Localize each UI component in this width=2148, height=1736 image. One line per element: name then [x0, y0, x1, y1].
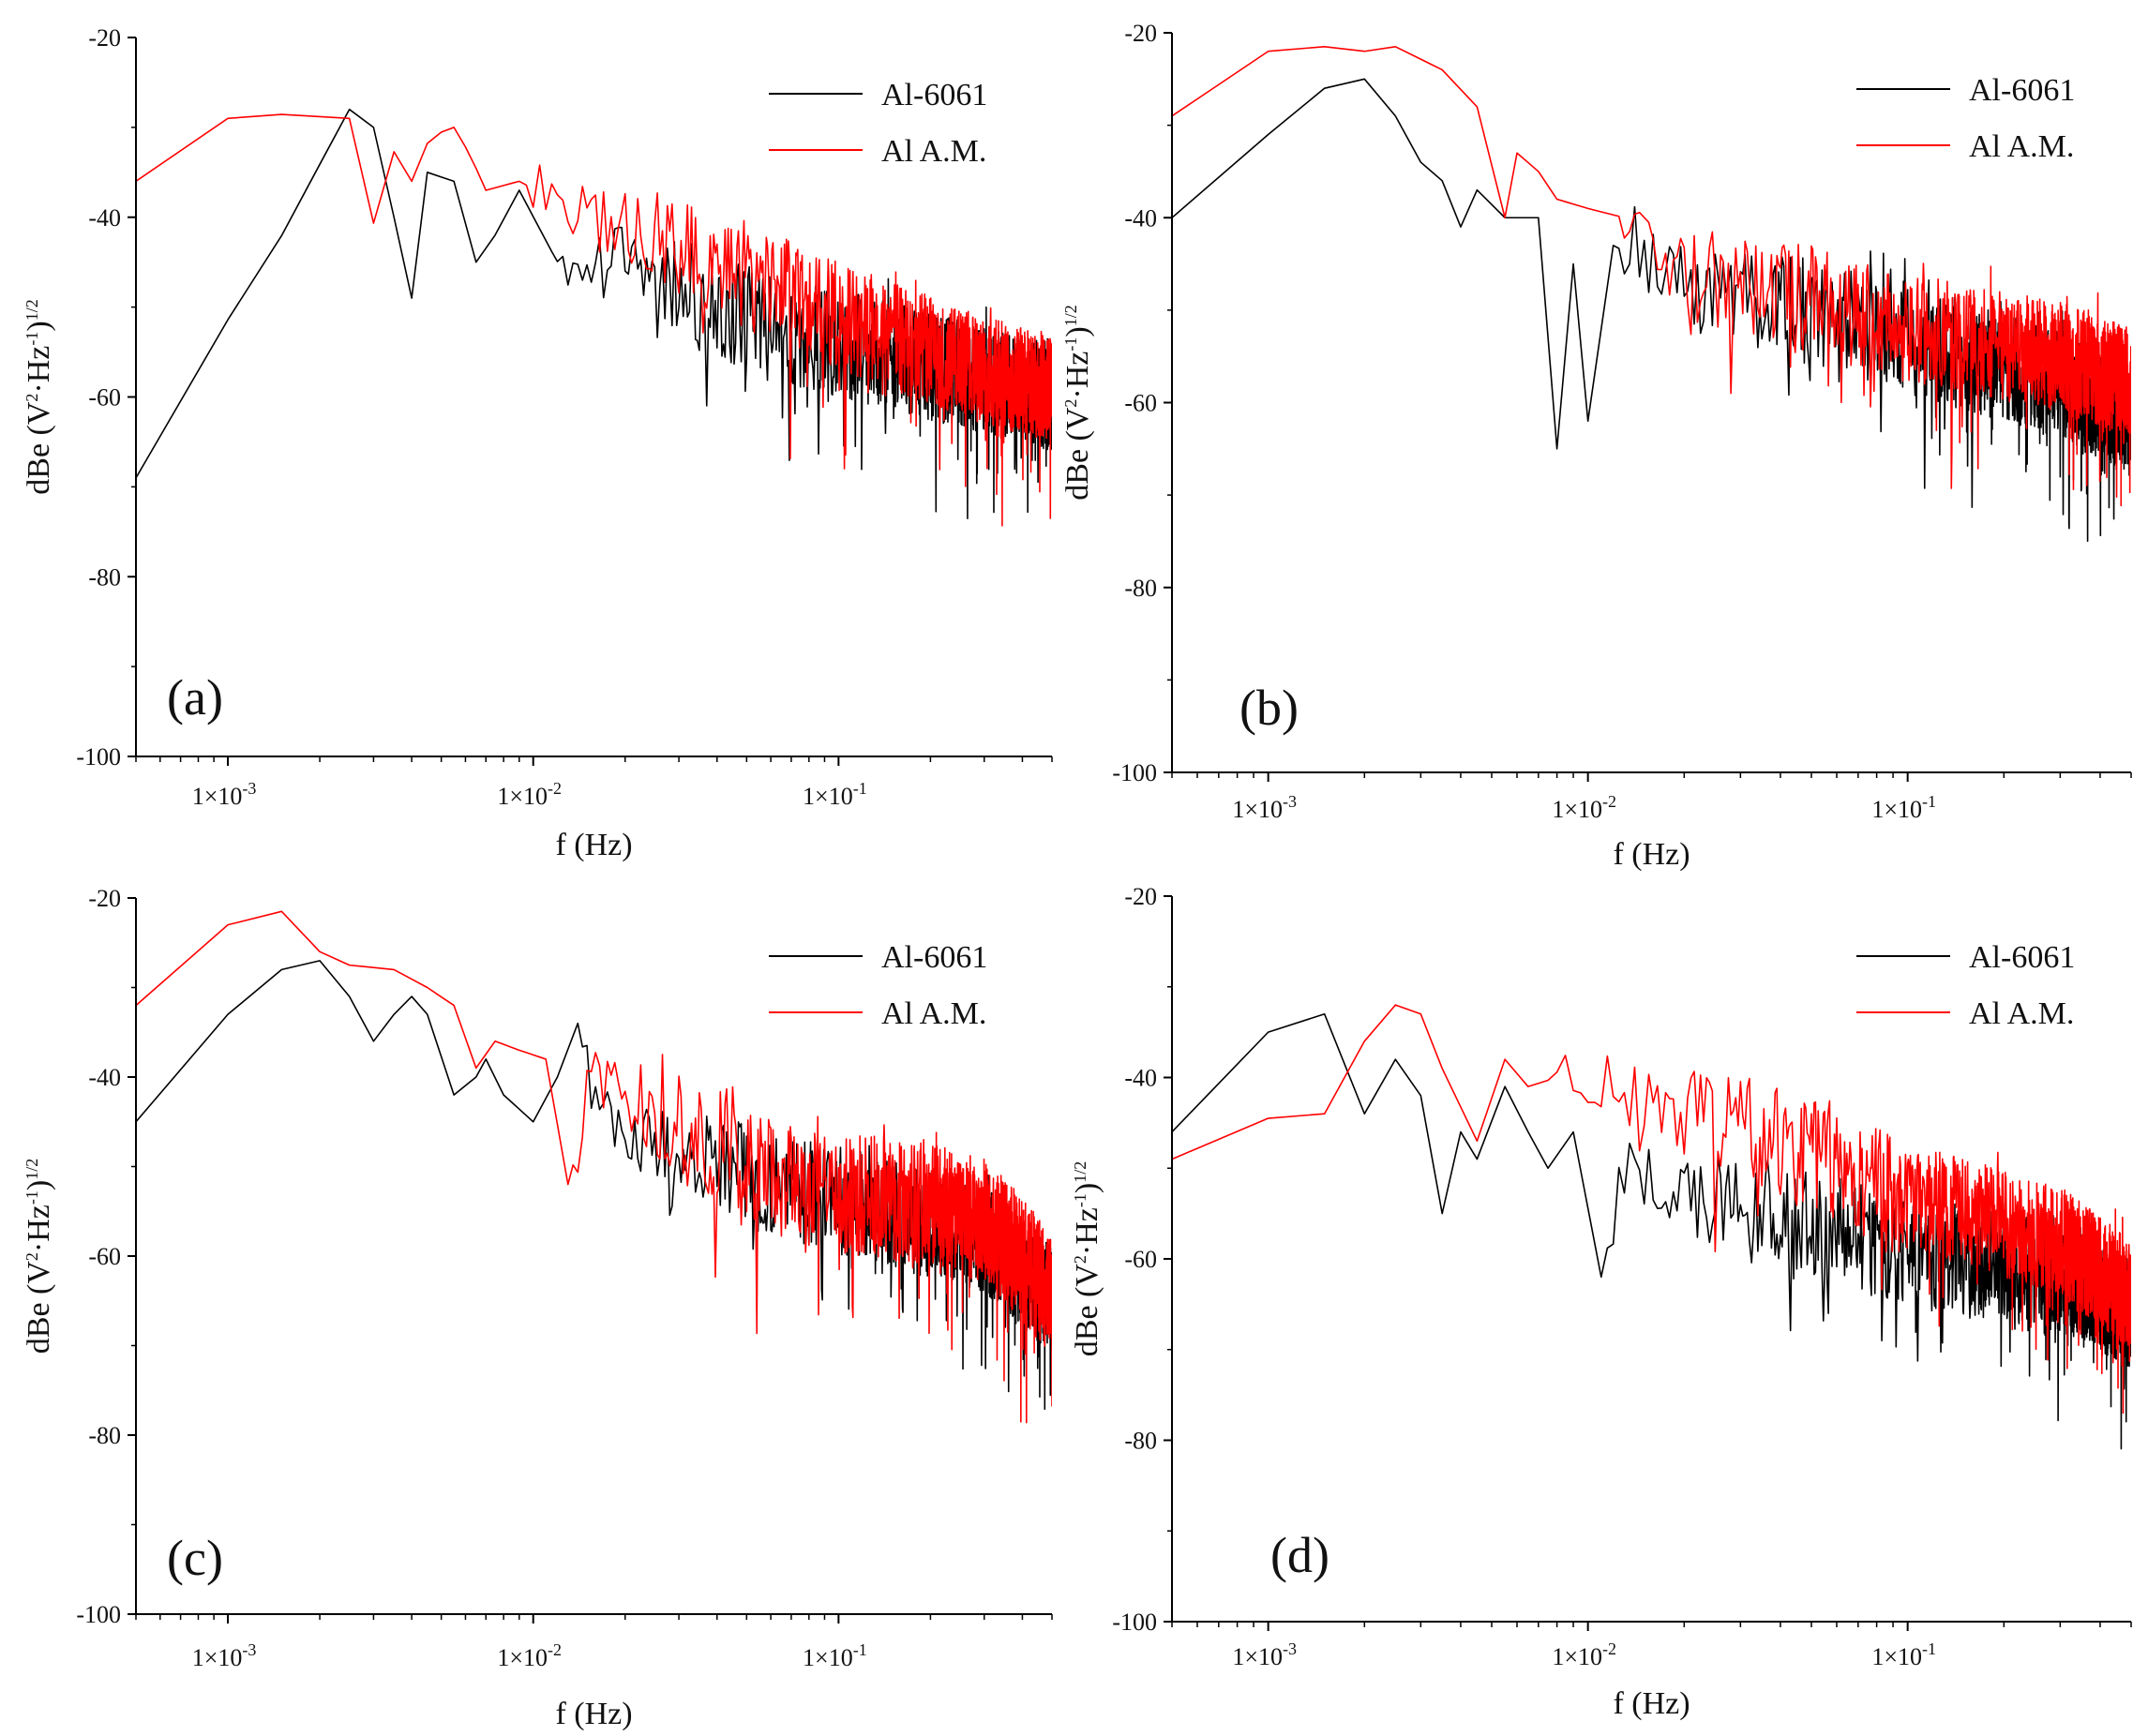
- series-line-alam: [1172, 1004, 2131, 1414]
- y-axis-title: dBe (V2·Hz-1)1/2: [1060, 305, 1095, 500]
- y-tick-label: -60: [88, 384, 121, 412]
- y-tick-label: -20: [88, 24, 121, 52]
- y-tick-label: -60: [1124, 1246, 1157, 1273]
- y-tick-label: -80: [1124, 575, 1157, 602]
- y-tick-label: -20: [1124, 883, 1157, 910]
- x-tick-label: 1×10-3: [1232, 1639, 1297, 1670]
- series-line-alam: [136, 910, 1052, 1424]
- y-tick-label: -80: [88, 563, 121, 591]
- y-tick-label: -60: [1124, 390, 1157, 417]
- y-tick-label: -60: [88, 1243, 121, 1270]
- y-tick-label: -40: [88, 204, 121, 232]
- y-tick-label: -20: [1124, 20, 1157, 47]
- y-axis-title: dBe (V2·Hz-1)1/2: [22, 299, 56, 494]
- y-axis-title: dBe (V2·Hz-1)1/2: [22, 1159, 56, 1354]
- y-tick-label: -100: [76, 1601, 121, 1628]
- legend-label-al6061: Al-6061: [881, 78, 987, 112]
- x-tick-label: 1×10-2: [1552, 1639, 1616, 1670]
- legend-label-alam: Al A.M.: [881, 134, 986, 169]
- x-tick-label: 1×10-2: [497, 1640, 562, 1671]
- x-axis-title: f (Hz): [1613, 1686, 1690, 1721]
- panel-label: (a): [167, 669, 223, 726]
- x-tick-label: 1×10-2: [1552, 792, 1616, 823]
- series-line-alam: [136, 113, 1052, 527]
- panel-label: (b): [1239, 680, 1299, 736]
- x-tick-label: 1×10-1: [1871, 792, 1936, 823]
- y-tick-label: -80: [1124, 1428, 1157, 1455]
- x-tick-label: 1×10-1: [1871, 1639, 1936, 1670]
- y-tick-label: -80: [88, 1422, 121, 1449]
- legend-label-al6061: Al-6061: [881, 940, 987, 975]
- panel-d: -20 -40 -60 -80 -100 1×10-3 1×10-2 1×10-1 f (Hz)…: [1070, 883, 2132, 1721]
- x-axis-title: f (Hz): [555, 828, 632, 862]
- y-tick-label: -40: [1124, 204, 1157, 232]
- x-tick-label: 1×10-1: [803, 1640, 867, 1671]
- panel-label: (c): [167, 1530, 223, 1586]
- series-line-alam: [1172, 45, 2131, 507]
- legend-label-alam: Al A.M.: [881, 996, 986, 1031]
- y-tick-label: -100: [1112, 1609, 1157, 1636]
- x-tick-label: 1×10-3: [192, 779, 257, 810]
- y-tick-label: -100: [1112, 759, 1157, 786]
- panel-b: -20 -40 -60 -80 -100 1×10-3 1×10-2 1×10-1 f (Hz)…: [1060, 20, 2132, 872]
- legend-label-al6061: Al-6061: [1969, 940, 2075, 975]
- y-tick-label: -40: [88, 1064, 121, 1091]
- y-tick-label: -40: [1124, 1065, 1157, 1092]
- x-axis-title: f (Hz): [1613, 837, 1690, 872]
- x-tick-label: 1×10-2: [497, 779, 562, 810]
- x-tick-label: 1×10-3: [1232, 792, 1297, 823]
- legend-label-alam: Al A.M.: [1969, 996, 2074, 1031]
- panel-c: -20 -40 -60 -80 -100 1×10-3 1×10-2 1×10-1 f (Hz)…: [22, 885, 1053, 1731]
- x-axis-title: f (Hz): [555, 1697, 632, 1731]
- x-tick-label: 1×10-3: [192, 1640, 257, 1671]
- legend-label-al6061: Al-6061: [1969, 73, 2075, 108]
- y-axis-title: dBe (V2·Hz-1)1/2: [1070, 1161, 1104, 1356]
- x-tick-label: 1×10-1: [803, 779, 867, 810]
- panel-a: -20 -40 -60 -80 -100 1×10-3 1×10-2 1×10-1 f (Hz)…: [22, 24, 1053, 862]
- panel-label: (d): [1270, 1527, 1329, 1583]
- y-tick-label: -20: [88, 885, 121, 912]
- y-tick-label: -100: [76, 743, 121, 771]
- legend-label-alam: Al A.M.: [1969, 129, 2074, 164]
